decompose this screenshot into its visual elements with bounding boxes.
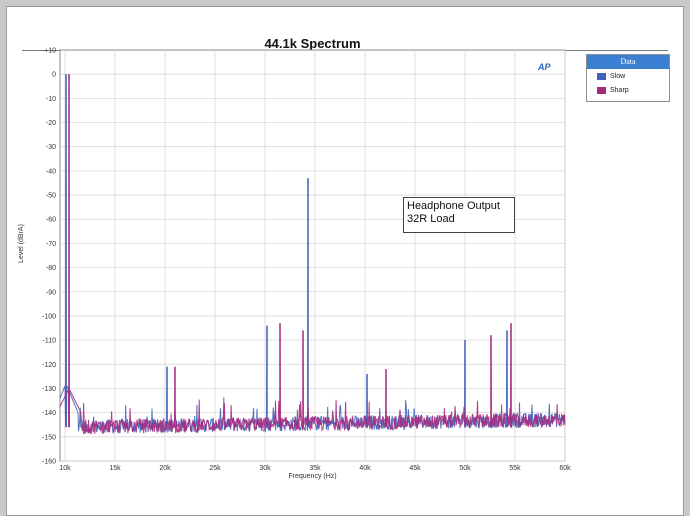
y-tick-label: -30 xyxy=(46,144,56,151)
y-tick-label: -120 xyxy=(42,362,56,369)
x-tick-label: 35k xyxy=(309,465,321,472)
ap-logo-icon: AP xyxy=(538,62,551,72)
y-tick-label: 0 xyxy=(52,72,56,79)
x-tick-label: 45k xyxy=(409,465,421,472)
x-tick-label: 60k xyxy=(559,465,571,472)
x-tick-label: 50k xyxy=(459,465,471,472)
x-tick-label: 25k xyxy=(209,465,221,472)
y-tick-label: -80 xyxy=(46,265,56,272)
series-line-sharp xyxy=(59,74,566,435)
y-tick-label: -160 xyxy=(42,459,56,466)
x-tick-label: 20k xyxy=(159,465,171,472)
y-tick-label: -70 xyxy=(46,241,56,248)
chart-title: 44.1k Spectrum xyxy=(264,36,361,51)
legend-swatch-slow xyxy=(597,72,606,80)
x-tick-label: 15k xyxy=(109,465,121,472)
y-tick-label: -150 xyxy=(42,434,56,441)
y-tick-label: +10 xyxy=(44,48,56,55)
legend-item-sharp[interactable]: Sharp xyxy=(587,83,669,97)
y-tick-label: -20 xyxy=(46,120,56,127)
x-tick-label: 40k xyxy=(359,465,371,472)
legend-label-slow: Slow xyxy=(610,72,626,80)
y-tick-label: -130 xyxy=(42,386,56,393)
legend-swatch-sharp xyxy=(597,86,606,94)
annotation-line-2: 32R Load xyxy=(407,213,455,225)
annotation-line-1: Headphone Output xyxy=(407,200,500,212)
x-tick-label: 10k xyxy=(59,465,71,472)
y-tick-label: -110 xyxy=(43,338,57,345)
y-tick-label: -90 xyxy=(46,289,56,296)
y-tick-label: -40 xyxy=(46,168,56,175)
y-tick-label: -60 xyxy=(46,217,56,224)
legend: Data Slow Sharp xyxy=(586,54,670,102)
plot-area xyxy=(59,49,566,462)
legend-title: Data xyxy=(587,55,669,69)
x-tick-label: 30k xyxy=(259,465,271,472)
y-tick-label: -100 xyxy=(42,313,56,320)
legend-item-slow[interactable]: Slow xyxy=(587,69,669,83)
y-axis-label: Level (dBrA) xyxy=(18,224,25,263)
annotation-box: Headphone Output 32R Load xyxy=(403,197,515,233)
legend-label-sharp: Sharp xyxy=(610,86,629,94)
y-tick-label: -50 xyxy=(46,193,56,200)
y-tick-label: -140 xyxy=(42,410,56,417)
x-axis-label: Frequency (Hz) xyxy=(288,473,337,480)
x-tick-label: 55k xyxy=(509,465,521,472)
y-tick-label: -10 xyxy=(46,96,56,103)
